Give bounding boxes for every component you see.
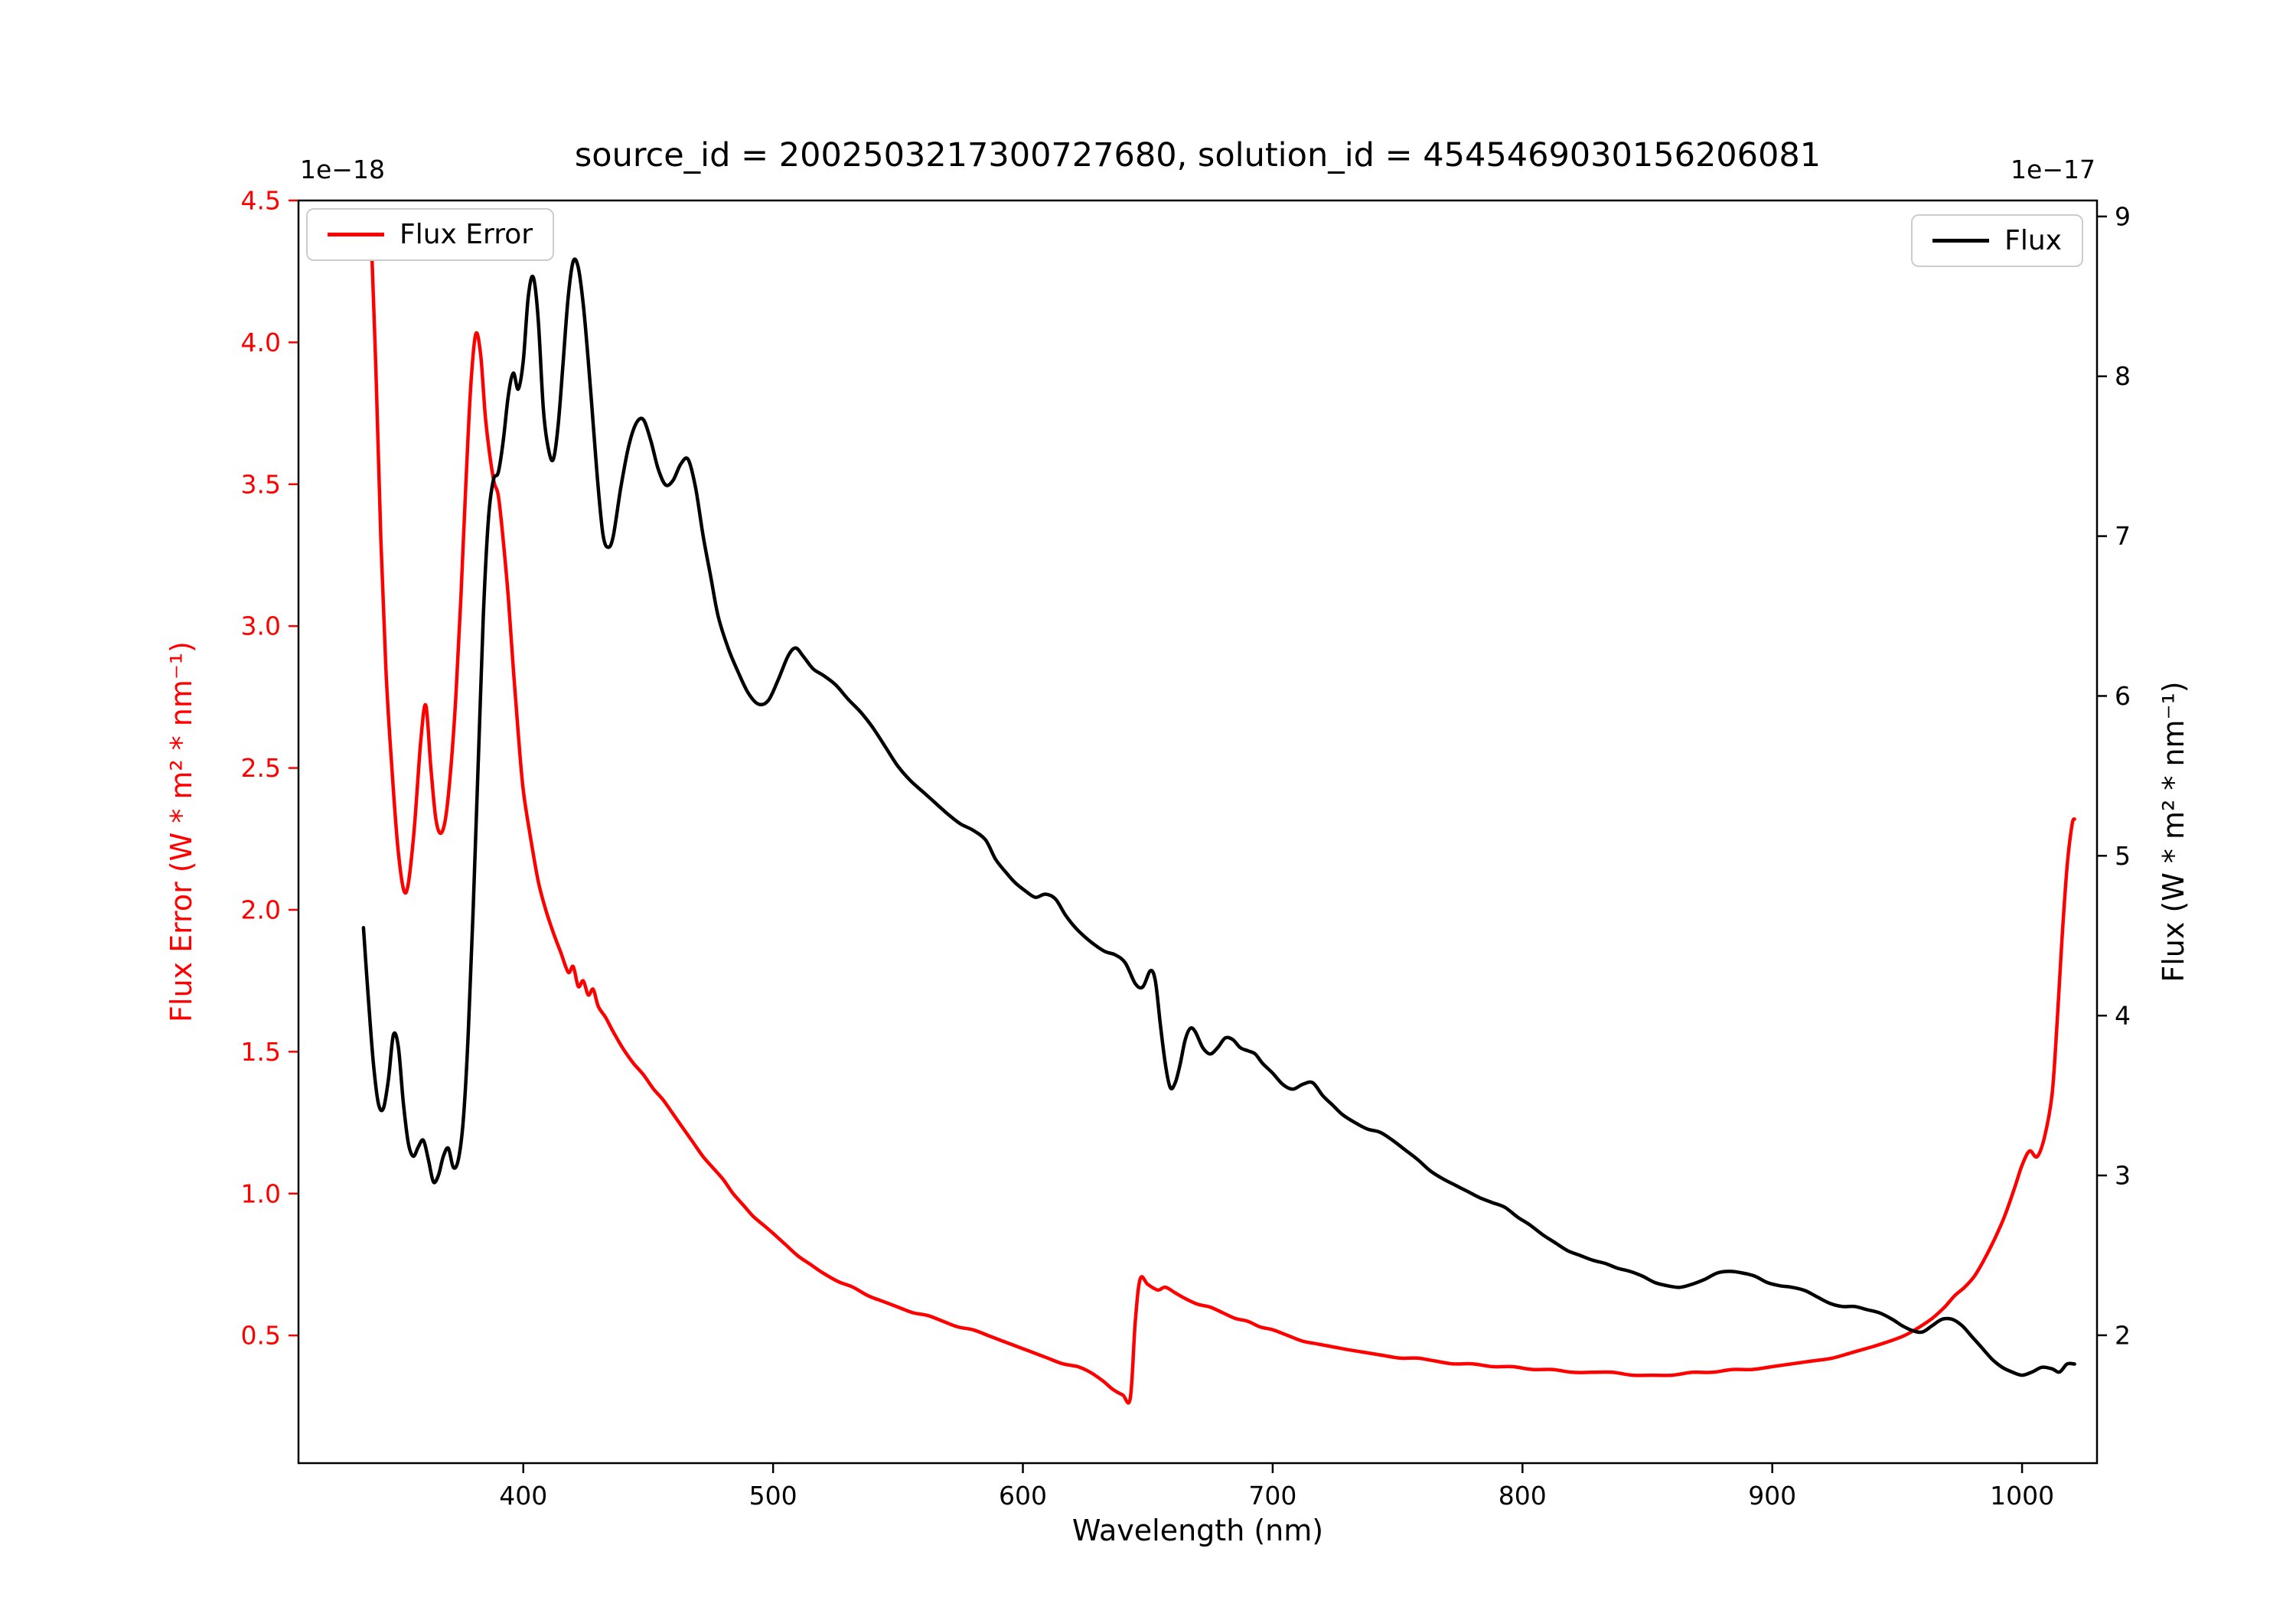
y-left-tick-label: 0.5 bbox=[241, 1321, 281, 1351]
series-line-flux-error bbox=[369, 227, 2076, 1405]
x-tick-label: 600 bbox=[999, 1481, 1047, 1511]
legend-flux-label: Flux bbox=[2004, 225, 2062, 256]
y-left-tick-label: 4.0 bbox=[241, 328, 281, 357]
legend-flux-error: Flux Error bbox=[306, 208, 555, 261]
y-right-tick-label: 3 bbox=[2115, 1161, 2131, 1191]
y-right-offset-label: 1e−17 bbox=[2011, 155, 2095, 184]
y-right-tick-label: 4 bbox=[2115, 1001, 2131, 1031]
plot-border bbox=[297, 199, 2099, 1465]
x-tick-label: 1000 bbox=[1990, 1481, 2054, 1511]
y-right-tick-label: 9 bbox=[2115, 201, 2131, 231]
y-axis-label-right: Flux (W * m² * nm⁻¹) bbox=[2157, 681, 2190, 983]
y-left-offset-label: 1e−18 bbox=[300, 155, 385, 184]
y-left-tick-label: 3.0 bbox=[241, 611, 281, 641]
y-right-tick-label: 7 bbox=[2115, 521, 2131, 551]
y-axis-label-left: Flux Error (W * m² * nm⁻¹) bbox=[165, 641, 198, 1022]
x-axis-label: Wavelength (nm) bbox=[1071, 1514, 1324, 1547]
x-tick-label: 900 bbox=[1748, 1481, 1796, 1511]
y-right-tick-label: 8 bbox=[2115, 361, 2131, 391]
y-left-tick-label: 1.0 bbox=[241, 1178, 281, 1208]
legend-flux: Flux bbox=[1911, 214, 2083, 267]
y-left-tick-label: 2.0 bbox=[241, 895, 281, 924]
flux-line-sample bbox=[1932, 239, 1990, 243]
y-left-tick-label: 4.5 bbox=[241, 186, 281, 216]
y-right-tick-label: 6 bbox=[2115, 681, 2131, 711]
flux-error-line-sample bbox=[328, 233, 384, 236]
x-tick-label: 500 bbox=[749, 1481, 797, 1511]
legend-flux-error-label: Flux Error bbox=[400, 219, 533, 250]
y-left-tick-label: 3.5 bbox=[241, 469, 281, 499]
y-right-tick-label: 5 bbox=[2115, 841, 2131, 871]
series-line-flux bbox=[361, 257, 2076, 1377]
x-tick-label: 800 bbox=[1499, 1481, 1547, 1511]
x-tick-label: 700 bbox=[1248, 1481, 1296, 1511]
chart-title: source_id = 2002503217300727680, solutio… bbox=[574, 136, 1821, 174]
y-left-tick-label: 1.5 bbox=[241, 1037, 281, 1067]
y-right-tick-label: 2 bbox=[2115, 1320, 2131, 1350]
y-left-tick-label: 2.5 bbox=[241, 753, 281, 783]
x-tick-label: 400 bbox=[499, 1481, 547, 1511]
